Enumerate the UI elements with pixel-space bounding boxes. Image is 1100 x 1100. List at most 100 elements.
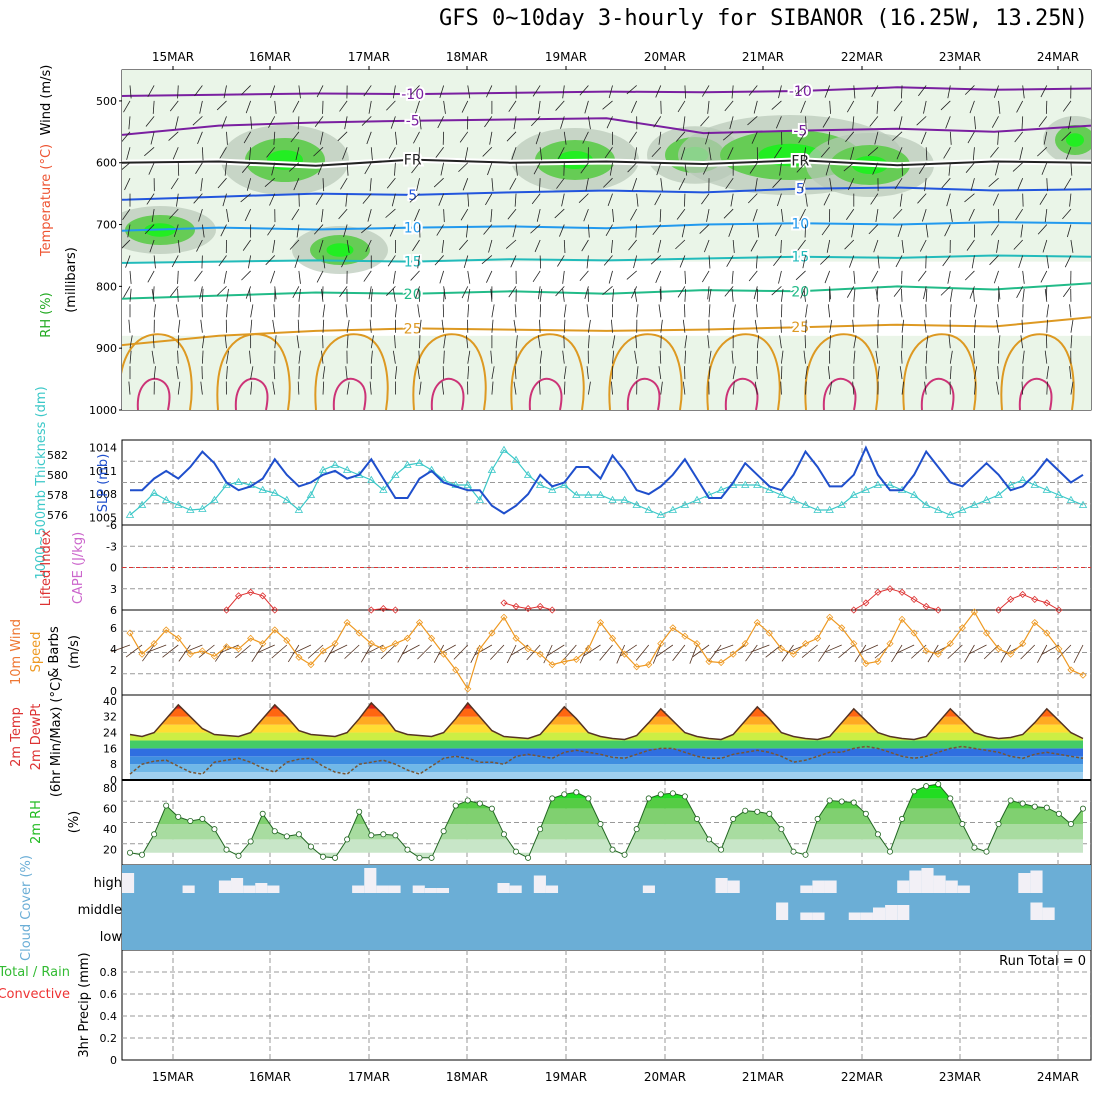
wind-barb (345, 366, 348, 380)
wind-barb (249, 350, 252, 364)
wind-barb (996, 239, 999, 253)
wind-barb (409, 193, 420, 203)
rh-ylabel: (%) (67, 811, 82, 834)
wind-barb (171, 255, 179, 268)
wind-barb (892, 131, 903, 141)
wind-barb (530, 116, 541, 127)
cloud-bar (957, 885, 970, 893)
wind-barb (418, 288, 420, 302)
thickness-marker (511, 455, 521, 463)
wind-barb (297, 319, 300, 333)
wind-barb (322, 255, 326, 269)
wind-barb (128, 319, 131, 333)
wind-barb (245, 286, 252, 299)
wind-barb (899, 193, 903, 207)
wind-barb (1013, 239, 1023, 250)
wind-barb (852, 319, 855, 333)
wind-barb (124, 178, 131, 191)
wind-barb (859, 644, 879, 654)
rh-marker (718, 846, 725, 853)
temp-contour-35 (234, 377, 269, 410)
wind-barb (846, 100, 855, 113)
wind-speed-marker (247, 634, 255, 642)
wind-barb (942, 255, 951, 267)
wind-barb (174, 116, 179, 130)
wind-barb (966, 239, 975, 251)
wind-barb (417, 644, 432, 660)
wind-barb (307, 644, 324, 659)
wind-barb (250, 304, 254, 318)
wind-speed-marker (198, 647, 206, 655)
wind-barb (778, 85, 782, 99)
wind-barb (870, 193, 879, 205)
wind-barb (780, 381, 782, 395)
wind-barb (964, 193, 975, 203)
wind-barb (658, 366, 662, 380)
wind-barb (122, 208, 131, 220)
wind-barb (675, 131, 686, 142)
date-label-top: 20MAR (644, 50, 686, 64)
wind-barb (925, 350, 928, 364)
lifted-index-panel (122, 545, 1091, 614)
wind-barb (169, 100, 179, 112)
rh-marker (1031, 803, 1038, 810)
wind-barb (805, 116, 807, 130)
lifted-index-marker (862, 599, 870, 607)
wind-panel (111, 608, 1091, 693)
wind-barb (483, 224, 493, 235)
slp-tick: 1008 (89, 488, 117, 501)
wind-ylabel: & Barbs (47, 626, 62, 678)
wind-barb (322, 319, 325, 333)
wind-barb (732, 304, 736, 318)
wind-barb (245, 100, 252, 114)
cloud-ylabel: Cloud Cover (%) (19, 855, 34, 961)
wind-barb (1073, 644, 1084, 664)
lifted-index-marker (898, 588, 906, 596)
wind-barb (918, 162, 927, 174)
wind-barb (732, 381, 735, 395)
wind-barb (900, 85, 903, 99)
wind-barb (682, 116, 686, 130)
wind-barb (851, 224, 855, 238)
wind-barb (701, 270, 710, 283)
wind-barb (458, 162, 469, 173)
pressure-tick: 800 (96, 280, 117, 293)
wind-barb (294, 255, 300, 268)
temp-band (130, 732, 1083, 741)
temp-tick: 0 (110, 774, 117, 787)
slp-line (130, 445, 1084, 515)
wind-barb (923, 100, 927, 114)
wind-barb (732, 319, 735, 333)
wind-barb (369, 178, 372, 192)
wind-barb (732, 239, 735, 253)
wind-barb (177, 288, 179, 302)
cloud-bar (436, 888, 450, 893)
wind-barb (562, 644, 577, 661)
wind-barb (176, 366, 179, 380)
wind-barb (753, 100, 758, 114)
wind-speed-marker (789, 650, 798, 658)
wind-barb (418, 350, 420, 364)
wind-speed-marker (633, 663, 641, 671)
wind-barb (216, 100, 227, 111)
wind-barb (754, 178, 758, 192)
rh-panel (122, 781, 1091, 861)
wind-barb (198, 208, 203, 222)
wind-barb (543, 644, 553, 664)
wind-barb (1044, 350, 1048, 364)
wind-barb (266, 147, 276, 158)
wind-barb (506, 131, 517, 142)
wind-barb (339, 286, 348, 298)
wind-barb (556, 177, 565, 189)
pressure-tick: 500 (96, 95, 117, 108)
wind-barb (584, 286, 589, 299)
temp-band (130, 764, 1083, 773)
contour-label: -5 (406, 114, 420, 130)
lifted-index-marker (524, 605, 532, 613)
cloud-bar (424, 888, 437, 893)
rh-marker (573, 789, 580, 796)
wind-barb (585, 178, 589, 192)
wind-barb (827, 366, 831, 380)
wind-barb (635, 224, 638, 238)
date-label-bottom: 22MAR (841, 1070, 883, 1084)
